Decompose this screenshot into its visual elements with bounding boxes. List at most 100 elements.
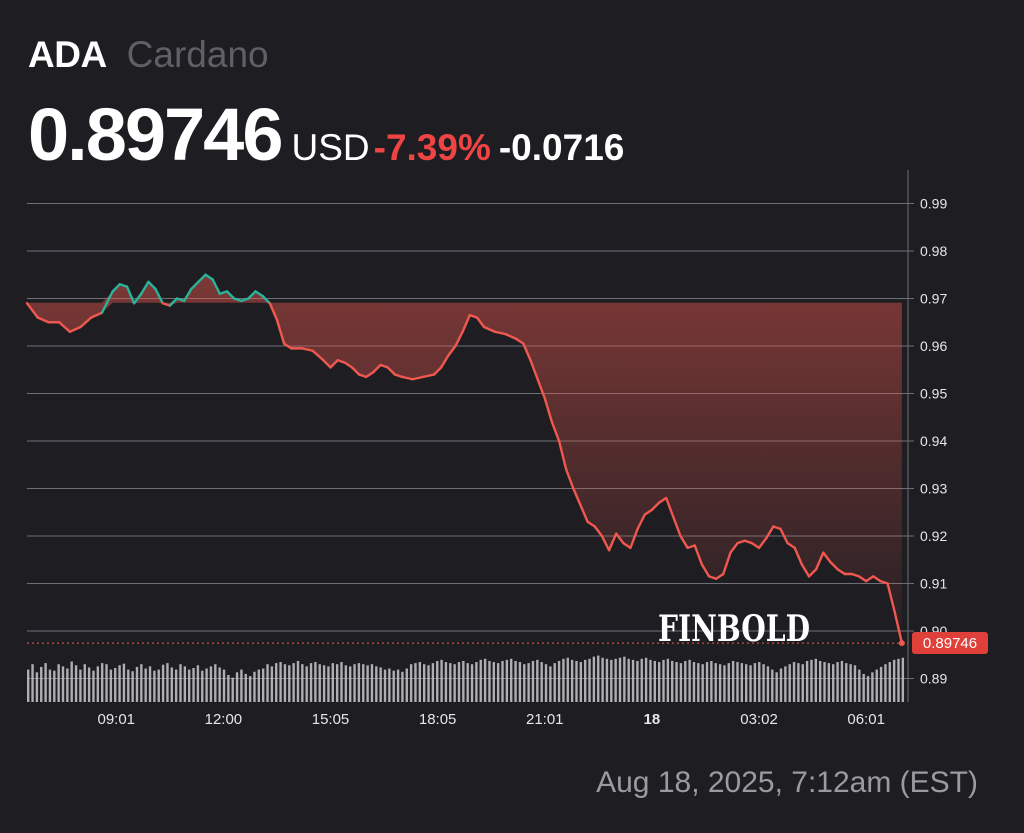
x-tick-label: 03:02 [740, 711, 778, 725]
volume-bar [792, 662, 796, 702]
volume-bar [201, 670, 204, 702]
volume-bar [714, 663, 717, 702]
price-line-segment [343, 361, 354, 369]
price-line-segment [240, 297, 250, 303]
volume-bar [866, 676, 870, 702]
price-line-segment [329, 359, 339, 369]
volume-bar [218, 667, 221, 702]
volume-bar [631, 659, 635, 702]
volume-bar [61, 666, 65, 702]
volume-bar [657, 662, 661, 702]
price-line-segment [814, 551, 825, 571]
y-tick-label: 0.91 [920, 576, 947, 592]
volume-bar [105, 664, 108, 702]
price-line-segment [607, 532, 618, 552]
volume-bar [74, 665, 78, 702]
volume-bar [614, 658, 617, 702]
price-line-segment [357, 373, 368, 379]
volume-bar [840, 660, 844, 702]
volume-bar [549, 666, 552, 702]
volume-bar [679, 663, 683, 702]
price-line-segment [254, 290, 264, 298]
volume-bar [662, 659, 665, 702]
volume-bar [288, 665, 291, 702]
price-line-segment [757, 537, 768, 550]
volume-bar [627, 658, 630, 702]
price-line-segment [36, 316, 50, 324]
volume-bar [897, 658, 900, 702]
volume-bar [440, 659, 443, 702]
volume-bar [745, 664, 748, 702]
volume-bar [601, 657, 604, 702]
x-tick-label: 18 [644, 711, 661, 725]
price-line-segment [829, 560, 839, 571]
price-line-segment [714, 572, 725, 580]
price-line-segment [893, 610, 904, 645]
volume-bar [444, 662, 448, 702]
price-line-segment [261, 294, 272, 305]
grid-lines [27, 203, 908, 679]
volume-bar [44, 663, 47, 702]
volume-bar [170, 667, 173, 702]
y-tick-label: 0.97 [920, 291, 947, 307]
volume-bar [322, 665, 326, 702]
price-line-segment [672, 515, 682, 538]
volume-bar [127, 669, 130, 702]
y-tick-label: 0.98 [920, 243, 947, 259]
price-line-segment [543, 397, 554, 424]
volume-bar [253, 671, 256, 702]
price-line-segment [872, 575, 882, 583]
volume-bar [527, 663, 530, 702]
volume-bar [718, 664, 722, 702]
volume-bar [40, 666, 43, 702]
price-line-segment [793, 546, 804, 566]
price-line-segment [836, 568, 846, 576]
volume-bar [166, 663, 169, 702]
price-line-segment [468, 313, 479, 319]
price-line-segment [440, 354, 450, 369]
x-tick-label: 15:05 [312, 711, 350, 725]
price-line-segment [247, 290, 257, 300]
price-line-segment [118, 283, 129, 288]
volume-bar [309, 663, 313, 702]
price-line-segment [100, 290, 114, 314]
x-tick-label: 12:00 [205, 711, 243, 725]
volume-bar [710, 660, 713, 702]
volume-bar [562, 658, 565, 702]
price-line-segment [743, 539, 754, 545]
price-line-segment [336, 359, 347, 364]
current-price-dot [898, 640, 905, 647]
volume-bar [214, 664, 217, 702]
volume-bar [457, 662, 461, 702]
volume-bar [901, 657, 905, 702]
volume-bar [318, 664, 321, 702]
volume-bar [566, 657, 569, 702]
volume-bar [436, 660, 439, 702]
volume-bar [174, 669, 178, 702]
volume-bar [845, 663, 848, 702]
volume-bar [418, 662, 422, 702]
volume-bar [575, 660, 578, 702]
price-line-segment [447, 344, 457, 357]
volume-bar [222, 669, 226, 702]
volume-bar [53, 670, 56, 702]
price-line-segment [475, 316, 486, 329]
price-line-segment [211, 278, 222, 295]
volume-bar [762, 664, 765, 702]
volume-bar [810, 659, 813, 702]
price-chart[interactable]: 0.990.980.970.960.950.940.930.920.910.90… [0, 165, 1024, 725]
price-line-segment [140, 280, 150, 295]
volume-bar [849, 664, 852, 702]
price-line-segment [686, 544, 696, 550]
volume-bar [196, 665, 200, 702]
volume-bar [618, 657, 622, 702]
price-line-segment [522, 342, 532, 362]
volume-bar [157, 669, 160, 702]
volume-bar [453, 664, 456, 702]
price-line-segment [482, 325, 496, 333]
absolute-change: -0.0716 [498, 127, 625, 168]
volume-bar [92, 670, 95, 702]
volume-bar [388, 668, 391, 702]
y-tick-label: 0.96 [920, 338, 947, 354]
price-line-segment [807, 568, 818, 578]
